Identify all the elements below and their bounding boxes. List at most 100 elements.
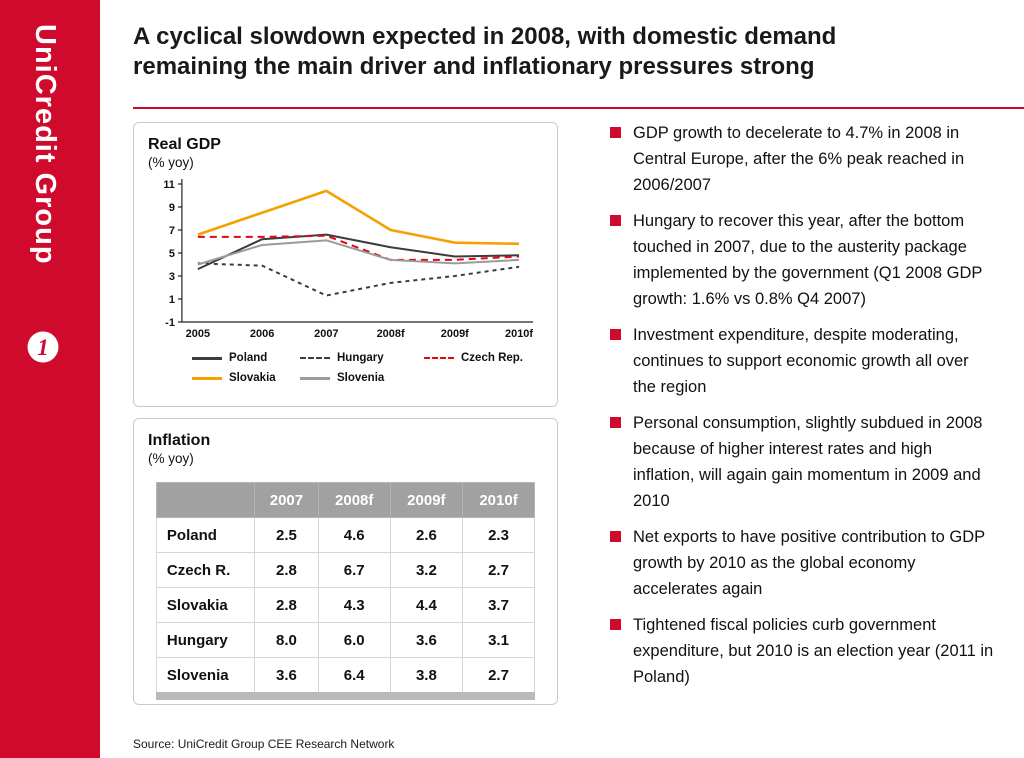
column-header: 2009f: [389, 482, 463, 518]
bullet-list: GDP growth to decelerate to 4.7% in 2008…: [610, 120, 994, 700]
real-gdp-panel-title: Real GDP: [148, 136, 221, 153]
unicredit-logo-icon: 1: [26, 330, 60, 364]
series-slovakia: [197, 189, 520, 246]
column-header: 2007: [254, 482, 319, 518]
legend-label: Slovenia: [337, 372, 385, 384]
legend-label: Czech Rep.: [461, 352, 523, 364]
bullet-square-icon: [610, 329, 621, 340]
series-slovenia: [197, 239, 520, 266]
y-tick-label: 11: [163, 179, 175, 191]
legend-line-sample-icon: [300, 357, 330, 359]
real-gdp-panel: Real GDP (% yoy) -1 1 3 5 7 9 11 2005 2006 2007 20…: [133, 122, 558, 407]
legend-label: Hungary: [337, 352, 384, 364]
bullet-square-icon: [610, 531, 621, 542]
inflation-panel-title: Inflation: [148, 432, 211, 449]
bullet-text: GDP growth to decelerate to 4.7% in 2008…: [633, 124, 965, 194]
slide-content: A cyclical slowdown expected in 2008, wi…: [100, 0, 1024, 758]
table-row: Poland 2.5 4.6 2.6 2.3: [155, 517, 536, 553]
bullet-text: Personal consumption, slightly subdued i…: [633, 414, 983, 510]
inflation-panel: Inflation (% yoy) 2007 2008f 2009f 2010f Pol…: [133, 418, 558, 705]
y-tick-label: 7: [169, 225, 175, 237]
table-cell: 3.6: [389, 622, 463, 658]
brand-name: UniCredit Group: [29, 24, 61, 265]
bullet-item: Net exports to have positive contributio…: [610, 524, 994, 602]
table-cell: 4.3: [317, 587, 391, 623]
table-cell: 2.7: [461, 657, 536, 697]
row-label: Poland: [155, 517, 256, 553]
series-poland: [197, 233, 520, 271]
row-label: Hungary: [155, 622, 256, 658]
row-label: Slovenia: [155, 657, 256, 697]
bullet-square-icon: [610, 215, 621, 226]
x-tick-label: 2007: [314, 328, 338, 340]
x-tick-label: 2005: [186, 328, 210, 340]
table-cell: 6.4: [317, 657, 391, 697]
row-label: Czech R.: [155, 552, 256, 588]
series-czech-rep-: [197, 234, 520, 261]
bullet-square-icon: [610, 417, 621, 428]
table-cell: 4.6: [317, 517, 391, 553]
legend-item: Slovenia: [300, 372, 424, 384]
bullet-square-icon: [610, 619, 621, 630]
legend-label: Slovakia: [229, 372, 276, 384]
table-cell: 2.7: [461, 552, 536, 588]
y-tick-label: 5: [169, 248, 175, 260]
legend-line-sample-icon: [424, 357, 454, 359]
table-cell: 2.5: [254, 517, 319, 553]
table-cell: 3.6: [254, 657, 319, 697]
table-cell: 3.8: [389, 657, 463, 697]
x-tick-label: 2006: [250, 328, 274, 340]
table-row: Hungary 8.0 6.0 3.6 3.1: [155, 622, 536, 658]
bullet-item: Personal consumption, slightly subdued i…: [610, 410, 994, 514]
legend-item: Czech Rep.: [424, 352, 543, 364]
bullet-item: Investment expenditure, despite moderati…: [610, 322, 994, 400]
table-cell: 8.0: [254, 622, 319, 658]
inflation-table: 2007 2008f 2009f 2010f Poland 2.5 4.6 2.6 2.3 Cze…: [155, 482, 536, 700]
inflation-panel-subtitle: (% yoy): [148, 451, 194, 466]
source-note: Source: UniCredit Group CEE Research Net…: [133, 737, 395, 751]
table-cell: 2.3: [461, 517, 536, 553]
x-tick-label: 2010f: [505, 328, 533, 340]
bullet-item: GDP growth to decelerate to 4.7% in 2008…: [610, 120, 994, 198]
column-header: 2008f: [317, 482, 391, 518]
y-tick-label: -1: [165, 317, 175, 329]
y-tick-label: 3: [169, 271, 175, 283]
bullet-square-icon: [610, 127, 621, 138]
column-header: 2010f: [461, 482, 536, 518]
table-cell: 2.6: [389, 517, 463, 553]
legend-label: Poland: [229, 352, 268, 364]
brand-sidebar: UniCredit Group 1: [0, 0, 100, 758]
legend-line-sample-icon: [300, 376, 330, 380]
table-cell: 4.4: [389, 587, 463, 623]
table-cell: 3.7: [461, 587, 536, 623]
bullet-text: Tightened fiscal policies curb governmen…: [633, 616, 994, 686]
table-row: Slovakia 2.8 4.3 4.4 3.7: [155, 587, 536, 623]
legend-item: Poland: [192, 352, 300, 364]
legend-line-sample-icon: [192, 376, 222, 380]
x-tick-label: 2009f: [441, 328, 469, 340]
table-row: Czech R. 2.8 6.7 3.2 2.7: [155, 552, 536, 588]
bullet-text: Hungary to recover this year, after the …: [633, 212, 983, 308]
bullet-item: Tightened fiscal policies curb governmen…: [610, 612, 994, 690]
gdp-line-chart: -1 1 3 5 7 9 11 2005 2006 2007 2008f 2009f 2010f: [163, 179, 533, 340]
table-cell: 2.8: [254, 552, 319, 588]
table-cell: 3.2: [389, 552, 463, 588]
column-header: [155, 482, 256, 518]
svg-text:1: 1: [37, 335, 49, 360]
x-tick-label: 2008f: [377, 328, 405, 340]
legend-item: Hungary: [300, 352, 424, 364]
row-label: Slovakia: [155, 587, 256, 623]
bullet-item: Hungary to recover this year, after the …: [610, 208, 994, 312]
table-cell: 6.7: [317, 552, 391, 588]
bullet-text: Investment expenditure, despite moderati…: [633, 326, 969, 396]
legend-item: Slovakia: [192, 372, 300, 384]
legend-line-sample-icon: [192, 356, 222, 360]
table-row: Slovenia 3.6 6.4 3.8 2.7: [155, 657, 536, 697]
title-rule: [133, 107, 1024, 109]
y-tick-label: 1: [169, 294, 175, 306]
table-cell: 3.1: [461, 622, 536, 658]
real-gdp-panel-subtitle: (% yoy): [148, 155, 194, 170]
bullet-text: Net exports to have positive contributio…: [633, 528, 985, 598]
table-cell: 6.0: [317, 622, 391, 658]
